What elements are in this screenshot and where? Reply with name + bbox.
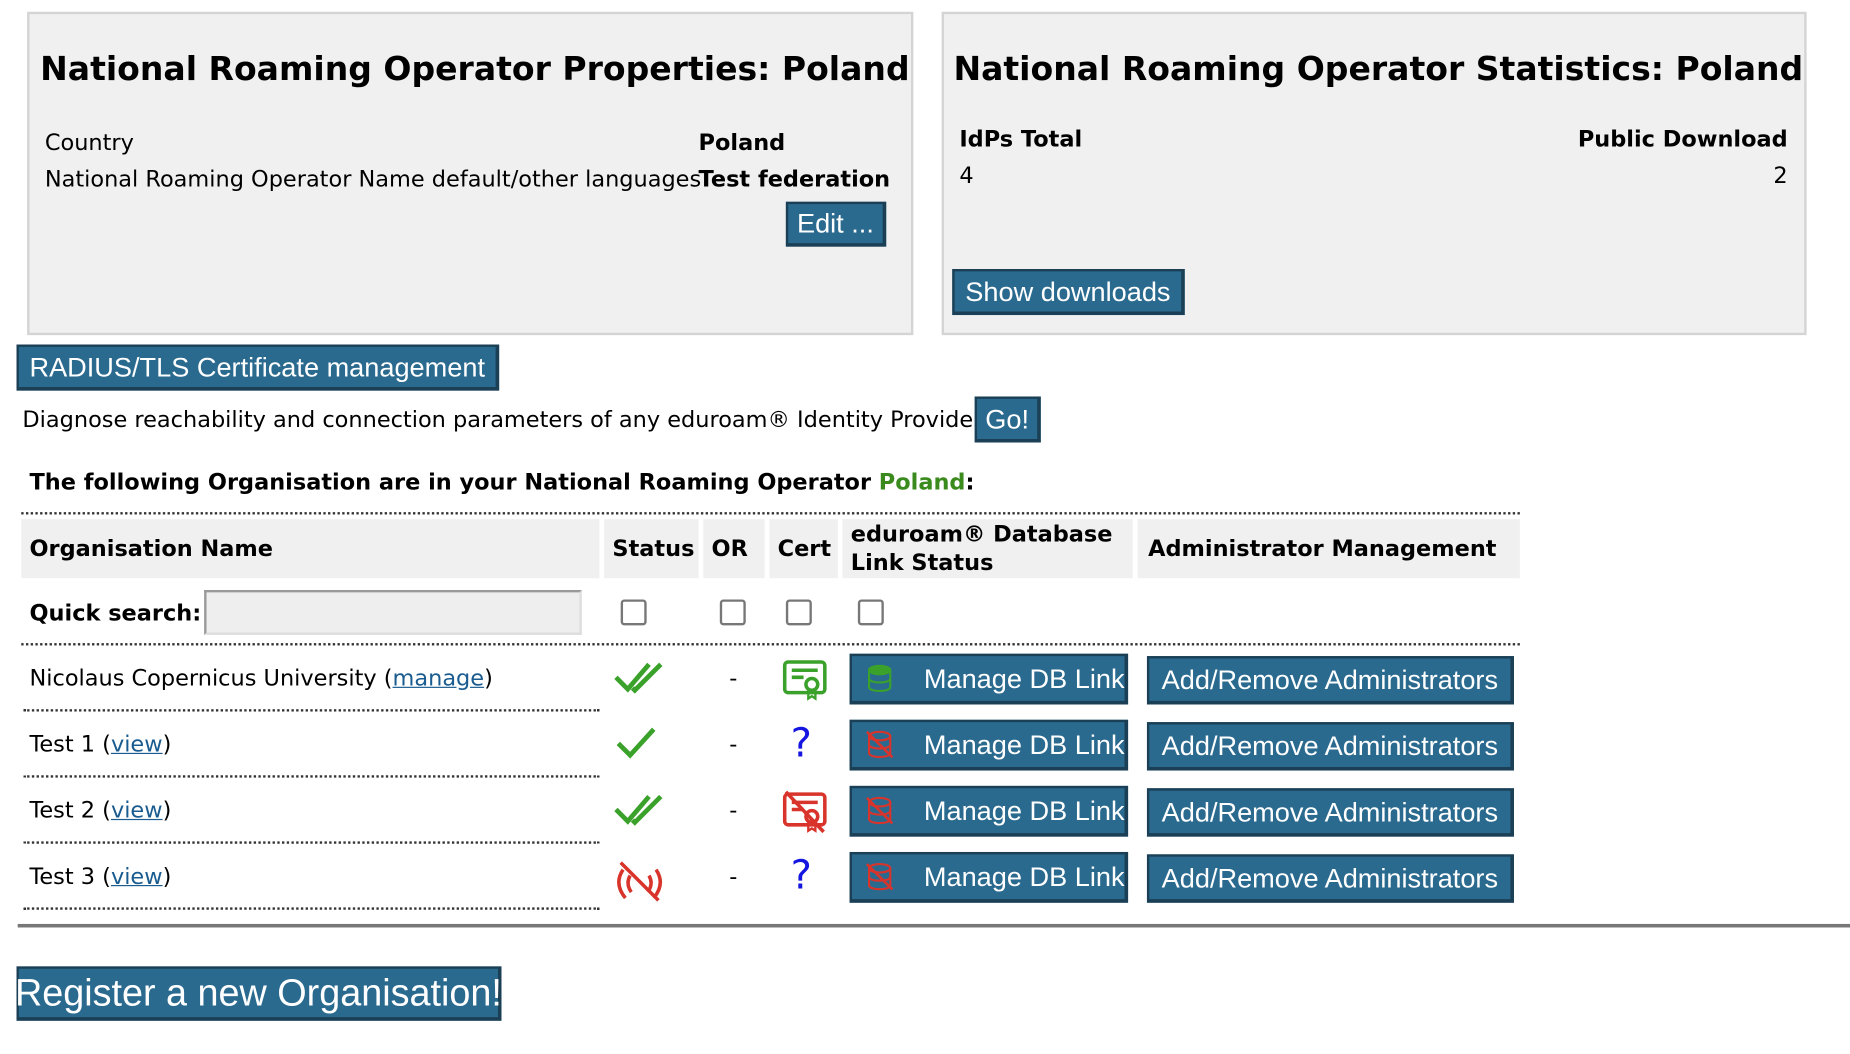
properties-panel [27,11,914,336]
paren: ) [162,797,172,824]
column-header: Status [604,519,699,579]
row-divider [23,775,600,778]
db-link-button[interactable]: Manage DB Link [849,785,1129,837]
or-value: - [729,665,738,692]
heading: The following Organisation are in your N… [29,470,974,496]
org-link[interactable]: view [110,863,163,890]
stat-value: 2 [1773,162,1788,189]
checkbox[interactable] [785,599,812,626]
paren: ) [484,665,493,692]
checkbox[interactable] [719,599,746,626]
cert-icon [781,657,828,708]
org-link[interactable]: manage [392,665,485,692]
paren: ( [383,665,393,692]
value: Poland [698,129,786,156]
checkbox[interactable] [620,599,647,626]
radius-button[interactable]: RADIUS/TLS Certificate management [16,344,500,391]
or-value: - [729,731,738,758]
checkbox[interactable] [857,599,884,626]
stat-value: 4 [959,162,974,189]
edit-button[interactable]: Edit ... [785,201,887,247]
go-button[interactable]: Go! [974,396,1041,443]
db-link-button[interactable]: Manage DB Link [849,851,1129,903]
button-text: Manage DB Link [923,860,1125,892]
org-name-text: Test 3 [29,863,96,890]
paren: ( [102,731,111,758]
divider [21,512,1520,515]
row-divider [23,841,600,844]
heading-text: The following Organisation are in your N… [29,469,879,496]
org-name: Test 3 (view) [29,864,171,890]
rule [17,923,1850,928]
status-icon [614,660,671,701]
status-icon [614,726,661,767]
cert-icon: ? [790,719,812,767]
quick-search-label: Quick search: [29,600,202,627]
register-button[interactable]: Register a new Organisation! [15,966,502,1021]
stat-header: IdPs Total [959,126,1083,153]
or-value: - [729,863,738,890]
org-name-text: Nicolaus Copernicus University [29,665,377,692]
status-icon [614,858,666,911]
paren: ) [162,863,172,890]
column-header: eduroam® Database Link Status [842,519,1133,579]
value: Test federation [698,166,891,193]
diagnose-text: Diagnose reachability and connection par… [22,407,983,434]
org-name: Test 1 (view) [29,732,171,758]
org-link[interactable]: view [110,797,163,824]
or-value: - [729,797,738,824]
label: National Roaming Operator Name default/o… [44,166,702,193]
label: Country [44,129,134,156]
column-header: OR [703,519,765,579]
org-name: Nicolaus Copernicus University (manage) [29,666,492,692]
admin-button[interactable]: Add/Remove Administrators [1146,656,1514,705]
org-name-text: Test 2 [29,797,96,824]
org-name-text: Test 1 [29,731,96,758]
heading-text: : [965,469,975,496]
button-text: Manage DB Link [923,728,1125,760]
cert-icon [781,789,828,840]
org-name: Test 2 (view) [29,798,171,824]
button-text: Manage DB Link [923,794,1125,826]
panel-title: National Roaming Operator Statistics: Po… [953,49,1804,89]
org-link[interactable]: view [110,731,163,758]
paren: ) [162,731,172,758]
paren: ( [102,863,111,890]
admin-button[interactable]: Add/Remove Administrators [1146,722,1514,771]
column-header: Organisation Name [21,519,600,579]
search-input[interactable] [204,590,582,635]
column-header: Administrator Management [1137,519,1520,579]
stat-header: Public Download [1577,126,1788,153]
paren: ( [102,797,111,824]
admin-button[interactable]: Add/Remove Administrators [1146,788,1514,837]
status-icon [614,792,671,833]
db-link-button[interactable]: Manage DB Link [849,653,1129,705]
db-link-button[interactable]: Manage DB Link [849,719,1129,771]
admin-button[interactable]: Add/Remove Administrators [1146,854,1514,903]
row-divider [23,709,600,712]
row-divider [23,907,600,910]
show-downloads-button[interactable]: Show downloads [952,269,1185,316]
country: Poland [878,469,966,496]
column-header: Cert [769,519,838,579]
cert-icon: ? [790,851,812,900]
button-text: Manage DB Link [923,662,1125,694]
divider [21,643,1520,646]
panel-title: National Roaming Operator Properties: Po… [40,49,910,89]
